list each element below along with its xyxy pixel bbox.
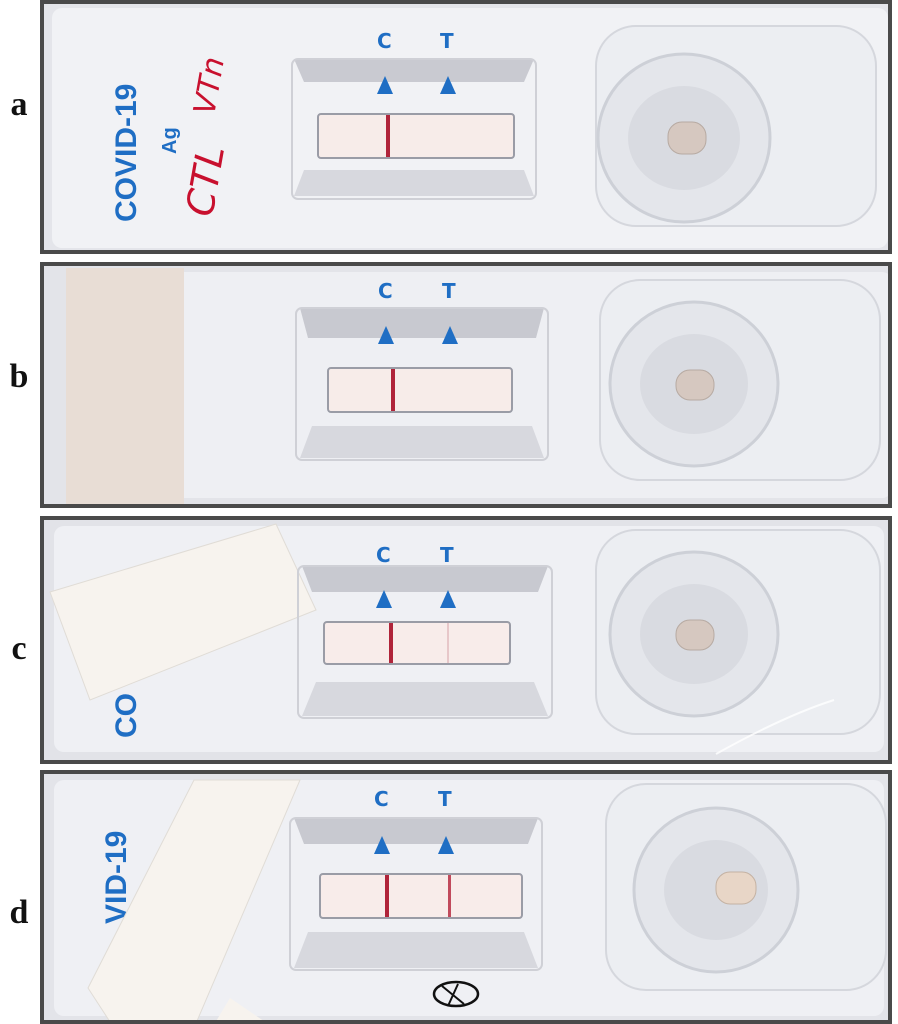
tape-strip bbox=[49, 523, 317, 701]
panel-label-c: c bbox=[11, 630, 27, 667]
result-strip bbox=[319, 873, 523, 919]
marker-scribble-icon bbox=[432, 980, 480, 1008]
test-cassette-d: VID-19 C T bbox=[40, 770, 892, 1024]
result-strip bbox=[327, 367, 513, 413]
control-arrow-icon bbox=[377, 76, 393, 94]
test-arrow-icon bbox=[438, 836, 454, 854]
test-line bbox=[447, 623, 449, 663]
panel-label-a: a bbox=[10, 86, 28, 123]
test-arrow-icon bbox=[440, 590, 456, 608]
test-arrow-icon bbox=[440, 76, 456, 94]
control-line bbox=[385, 875, 389, 917]
result-strip bbox=[323, 621, 511, 665]
control-mark: C bbox=[377, 29, 392, 53]
test-mark: T bbox=[438, 787, 452, 811]
result-strip bbox=[317, 113, 515, 159]
test-mark: T bbox=[440, 543, 454, 567]
control-mark: C bbox=[378, 279, 393, 303]
test-mark: T bbox=[440, 29, 454, 53]
test-cassette-b: C T bbox=[40, 262, 892, 508]
control-line bbox=[391, 369, 395, 411]
control-line bbox=[389, 623, 393, 663]
tape-strip bbox=[87, 779, 301, 1020]
test-mark: T bbox=[442, 279, 456, 303]
control-arrow-icon bbox=[376, 590, 392, 608]
test-cassette-a: COVID-19 Ag VTn CTL C T bbox=[40, 0, 892, 254]
control-arrow-icon bbox=[374, 836, 390, 854]
control-mark: C bbox=[374, 787, 389, 811]
brand-text: VID-19 bbox=[100, 831, 133, 924]
control-mark: C bbox=[376, 543, 391, 567]
tape-strip bbox=[66, 268, 184, 504]
brand-text: CO bbox=[110, 693, 143, 738]
brand-text: COVID-19 bbox=[110, 84, 143, 222]
test-arrow-icon bbox=[442, 326, 458, 344]
brand-sub-text: Ag bbox=[159, 127, 181, 154]
panel-label-b: b bbox=[9, 358, 29, 395]
test-cassette-c: CO C T bbox=[40, 516, 892, 764]
control-line bbox=[386, 115, 390, 157]
control-arrow-icon bbox=[378, 326, 394, 344]
test-line bbox=[448, 875, 451, 917]
panel-label-d: d bbox=[9, 894, 29, 931]
